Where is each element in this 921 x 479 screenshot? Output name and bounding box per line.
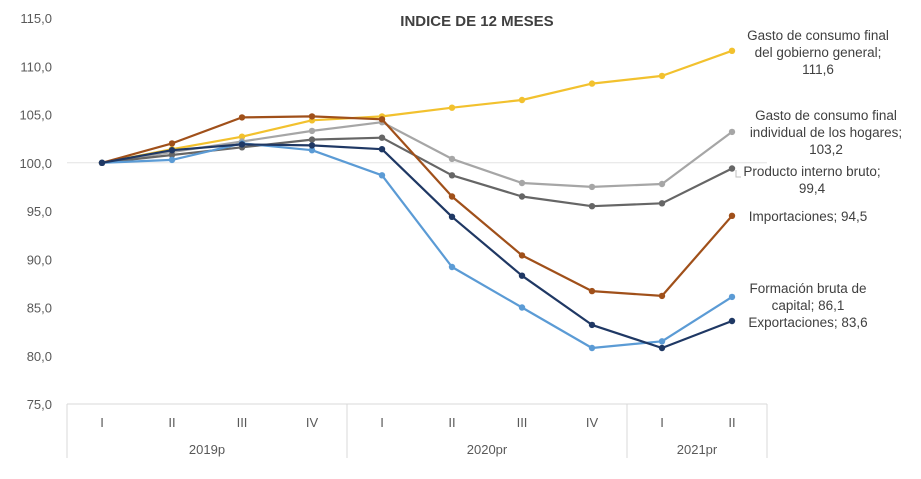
data-point (518, 272, 526, 279)
series-annotation: 103,2 (809, 142, 843, 157)
data-point (728, 212, 736, 219)
data-point (448, 172, 456, 179)
data-point (168, 156, 176, 164)
series-annotation: Exportaciones; 83,6 (748, 315, 867, 330)
data-point (728, 165, 736, 172)
data-point (658, 292, 666, 300)
series-line (101, 142, 733, 350)
data-point (658, 180, 666, 188)
data-point (448, 104, 456, 111)
series-annotations: Gasto de consumo final del gobierno gener… (735, 28, 902, 330)
data-point (308, 136, 316, 143)
data-point (448, 213, 456, 220)
data-point (588, 344, 596, 352)
data-point (588, 287, 596, 295)
data-point (238, 141, 246, 148)
series-annotation: Gasto de consumo final (755, 108, 897, 123)
series-annotation: Producto interno bruto; (743, 164, 880, 179)
year-group-label: 2019p (189, 442, 225, 457)
x-tick-label: I (380, 415, 384, 430)
y-tick-label: 85,0 (27, 301, 52, 316)
series-annotation: Gasto de consumo final (747, 28, 889, 43)
data-point (658, 200, 666, 207)
data-point (448, 155, 456, 163)
data-point (728, 293, 736, 301)
data-point (98, 159, 106, 166)
data-point (378, 146, 386, 153)
x-tick-label: III (517, 415, 528, 430)
series-annotation: 111,6 (802, 62, 834, 77)
series-annotation: individual de los hogares; (750, 125, 902, 140)
year-group-label: 2021pr (677, 442, 718, 457)
data-point (238, 114, 246, 121)
data-point (168, 140, 176, 147)
data-point (308, 142, 316, 149)
data-point (448, 263, 456, 271)
series-line (101, 115, 733, 297)
data-point (588, 321, 596, 329)
data-point (308, 147, 316, 154)
series-line (101, 143, 733, 350)
data-point (588, 203, 596, 210)
data-point (728, 317, 736, 325)
data-point (518, 252, 526, 259)
y-tick-label: 110,0 (20, 59, 52, 74)
axes (67, 162, 767, 405)
data-point (658, 338, 666, 345)
x-tick-label: I (100, 415, 104, 430)
y-tick-label: 80,0 (27, 349, 52, 364)
data-point (308, 127, 316, 135)
data-point (448, 193, 456, 200)
y-tick-label: 105,0 (19, 108, 52, 123)
data-point (728, 47, 736, 54)
data-point (168, 147, 176, 154)
series-annotation: Formación bruta de (749, 281, 866, 296)
data-point (518, 304, 526, 311)
data-point (518, 193, 526, 200)
x-tick-label: II (168, 415, 175, 430)
data-point (658, 344, 666, 352)
series-line (101, 49, 733, 164)
data-point (378, 116, 386, 123)
data-point (378, 172, 386, 179)
series-annotation: 99,4 (799, 181, 826, 196)
data-point (378, 134, 386, 141)
leader-line (735, 170, 741, 178)
data-point (238, 133, 246, 140)
data-point (728, 128, 736, 136)
y-tick-label: 95,0 (27, 204, 52, 219)
series-lines (98, 47, 736, 352)
data-point (588, 80, 596, 87)
chart-title: INDICE DE 12 MESES (400, 13, 553, 30)
year-group-label: 2020pr (467, 442, 508, 457)
data-point (658, 72, 666, 80)
y-tick-label: 100,0 (19, 156, 52, 171)
series-annotation: del gobierno general; (755, 45, 882, 60)
x-tick-label: II (728, 415, 735, 430)
x-tick-label: I (660, 415, 664, 430)
x-tick-label: IV (306, 415, 319, 430)
x-tick-label: III (237, 415, 248, 430)
y-tick-label: 115,0 (20, 11, 52, 26)
x-tick-label: IV (586, 415, 599, 430)
series-annotation: Importaciones; 94,5 (749, 209, 868, 224)
data-point (518, 179, 526, 187)
data-point (168, 151, 176, 159)
y-tick-label: 75,0 (27, 397, 52, 412)
x-tick-label: II (448, 415, 455, 430)
data-point (518, 96, 526, 104)
data-point (588, 183, 596, 191)
data-point (308, 113, 316, 120)
y-tick-label: 90,0 (27, 252, 52, 267)
series-annotation: capital; 86,1 (772, 298, 845, 313)
y-axis-ticks: 75,0 80,0 85,0 90,0 95,0 100,0 105,0 110,0 115,0 (19, 11, 52, 412)
